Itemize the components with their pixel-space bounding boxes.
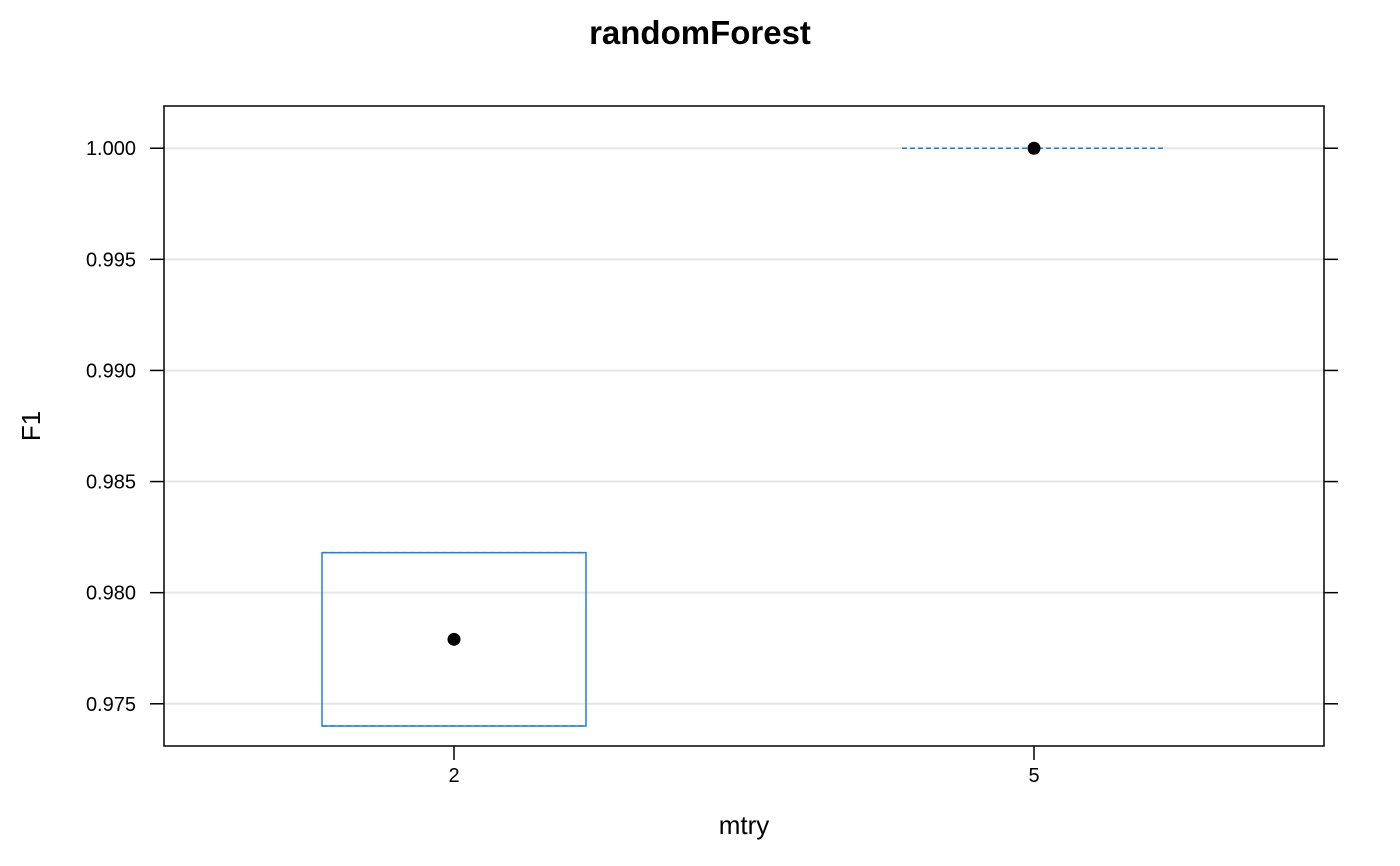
x-tick-label: 2 [448,765,459,787]
y-axis-ticks: 0.975 0.980 0.985 0.990 0.995 1.000 [86,138,1338,716]
y-tick-label: 1.000 [86,138,136,160]
boxes [321,141,1166,727]
y-tick-label: 0.985 [86,472,136,494]
x-axis-label: mtry [719,810,770,840]
y-tick-label: 0.995 [86,249,136,271]
chart-title: randomForest [589,14,811,51]
y-tick-label: 0.990 [86,360,136,382]
y-tick-label: 0.980 [86,583,136,605]
grid-lines [164,147,1324,705]
y-axis-label: F1 [16,411,46,441]
median-point-2 [447,632,461,646]
median-point-5 [1027,141,1041,155]
y-tick-label: 0.975 [86,694,136,716]
x-tick-label: 5 [1028,765,1039,787]
plot-frame [163,105,1325,747]
